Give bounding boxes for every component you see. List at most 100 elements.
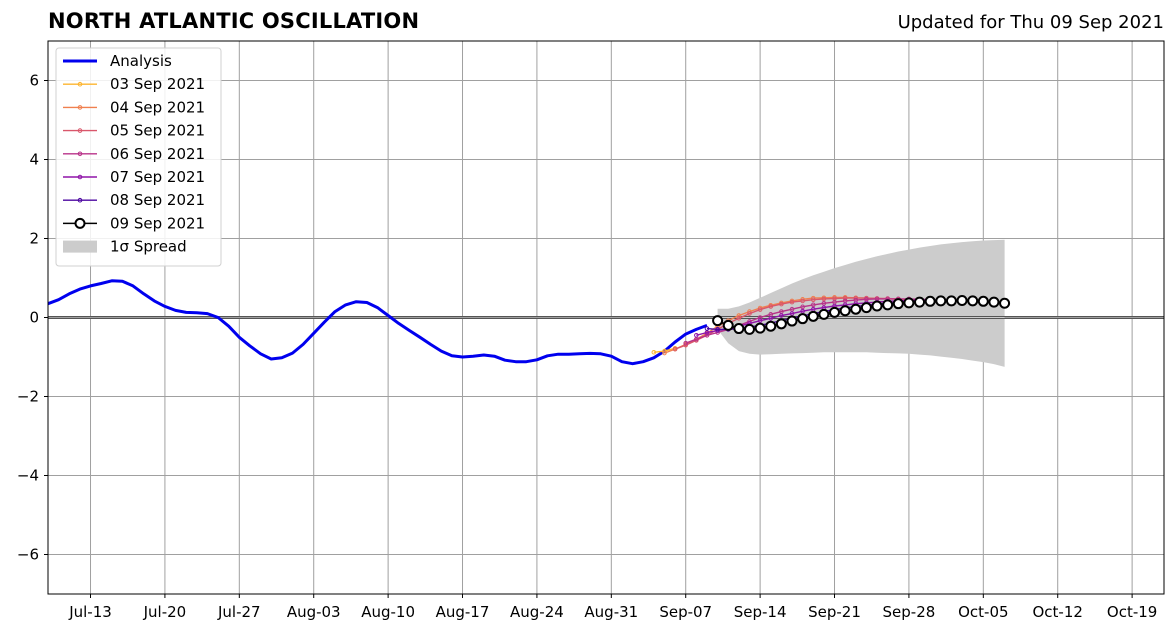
chart-title: NORTH ATLANTIC OSCILLATION [48, 9, 420, 33]
legend-marker [77, 128, 83, 133]
legend-marker [77, 197, 83, 203]
x-tick-label: Aug-10 [361, 603, 415, 621]
forecast-point [757, 307, 763, 312]
legend-entry: 04 Sep 2021 [63, 98, 205, 116]
x-tick-label: Jul-27 [217, 603, 261, 621]
legend-entry: 06 Sep 2021 [63, 145, 205, 163]
legend-swatch [63, 240, 97, 253]
forecast-point [775, 318, 787, 330]
forecast-point [871, 300, 883, 312]
forecast-point [757, 318, 763, 323]
forecast-point [810, 302, 816, 308]
x-tick-label: Aug-17 [436, 603, 490, 621]
forecast-point [651, 349, 657, 355]
forecast-point [736, 315, 742, 321]
y-tick-label: 6 [29, 72, 39, 90]
analysis-line [47, 279, 708, 366]
forecast-point [821, 296, 827, 302]
legend-label: 05 Sep 2021 [110, 122, 205, 140]
forecast-point [842, 295, 848, 301]
forecast-series [651, 295, 1011, 356]
x-tick-label: Jul-20 [143, 603, 187, 621]
forecast-point [768, 304, 774, 309]
forecast-point [712, 315, 724, 327]
legend-entry: 05 Sep 2021 [63, 122, 205, 140]
forecast-point [662, 350, 667, 356]
forecast-point [810, 297, 816, 303]
y-tick-label: −4 [17, 467, 39, 485]
forecast-point [956, 295, 968, 307]
x-tick-label: Aug-03 [287, 603, 341, 621]
forecast-point [800, 308, 805, 314]
forecast-point [839, 305, 851, 317]
forecast-point [821, 300, 827, 306]
legend-label: 08 Sep 2021 [110, 191, 205, 209]
forecast-point [768, 315, 774, 321]
legend-entry: Analysis [63, 52, 172, 70]
forecast-point [736, 313, 742, 318]
legend-entry: 07 Sep 2021 [63, 168, 205, 186]
forecast-point [779, 301, 784, 307]
forecast-point [892, 298, 904, 310]
forecast-point [807, 310, 819, 322]
x-tick-label: Jul-13 [68, 603, 112, 621]
forecast-point [935, 295, 947, 307]
forecast-point [789, 306, 795, 312]
forecast-point [882, 299, 894, 311]
legend-label: 03 Sep 2021 [110, 75, 205, 93]
forecast-point [860, 302, 872, 314]
x-tick-label: Aug-24 [510, 603, 564, 621]
forecast-point [779, 313, 784, 318]
analysis-series [47, 279, 708, 366]
legend-label: 06 Sep 2021 [110, 145, 205, 163]
forecast-point [967, 295, 979, 307]
forecast-point [754, 322, 766, 334]
forecast-point [683, 340, 689, 346]
legend-label: 1σ Spread [110, 238, 187, 256]
legend-entry: 03 Sep 2021 [63, 75, 205, 93]
y-tick-label: −2 [17, 388, 39, 406]
x-tick-label: Sep-28 [883, 603, 936, 621]
forecast-point [977, 295, 989, 307]
forecast-point [829, 306, 841, 318]
legend-entry: 09 Sep 2021 [63, 214, 205, 232]
axes: Jul-13 Jul-20 Jul-27 Aug-03 Aug-10 Aug-17 Aug-… [17, 40, 1165, 621]
forecast-point [743, 323, 755, 335]
forecast-point [999, 297, 1011, 309]
legend-label: 09 Sep 2021 [110, 214, 205, 232]
forecast-09-sep-2021 [712, 295, 1011, 335]
forecast-point [903, 297, 915, 309]
legend-label: Analysis [110, 52, 172, 70]
x-tick-label: Sep-07 [659, 603, 712, 621]
y-tick-label: −6 [17, 546, 39, 564]
y-tick-label: 2 [29, 230, 39, 248]
x-tick-label: Oct-05 [958, 603, 1008, 621]
legend-marker [77, 174, 83, 180]
legend-marker [77, 81, 83, 87]
forecast-point [683, 342, 689, 348]
x-tick-label: Sep-14 [734, 603, 787, 621]
grid-lines [48, 41, 1164, 594]
legend-entry: 1σ Spread [63, 238, 187, 256]
forecast-point [704, 326, 710, 331]
legend-entry: 08 Sep 2021 [63, 191, 205, 209]
x-tick-label: Aug-31 [584, 603, 638, 621]
forecast-point [704, 332, 710, 338]
forecast-point [988, 296, 1000, 308]
x-tick-label: Sep-21 [808, 603, 861, 621]
y-tick-label: 0 [29, 309, 39, 327]
zero-line [48, 316, 1164, 319]
legend-label: 04 Sep 2021 [110, 98, 205, 116]
x-tick-label: Oct-12 [1032, 603, 1082, 621]
forecast-point [765, 320, 777, 332]
forecast-point [797, 313, 809, 325]
updated-date: Updated for Thu 09 Sep 2021 [897, 12, 1164, 33]
forecast-point [694, 332, 699, 338]
forecast-point [789, 299, 795, 305]
legend-marker [77, 151, 83, 157]
legend-marker [74, 217, 86, 229]
x-tick-label: Oct-19 [1107, 603, 1157, 621]
y-tick-label: 4 [29, 151, 39, 169]
forecast-point [914, 296, 926, 308]
